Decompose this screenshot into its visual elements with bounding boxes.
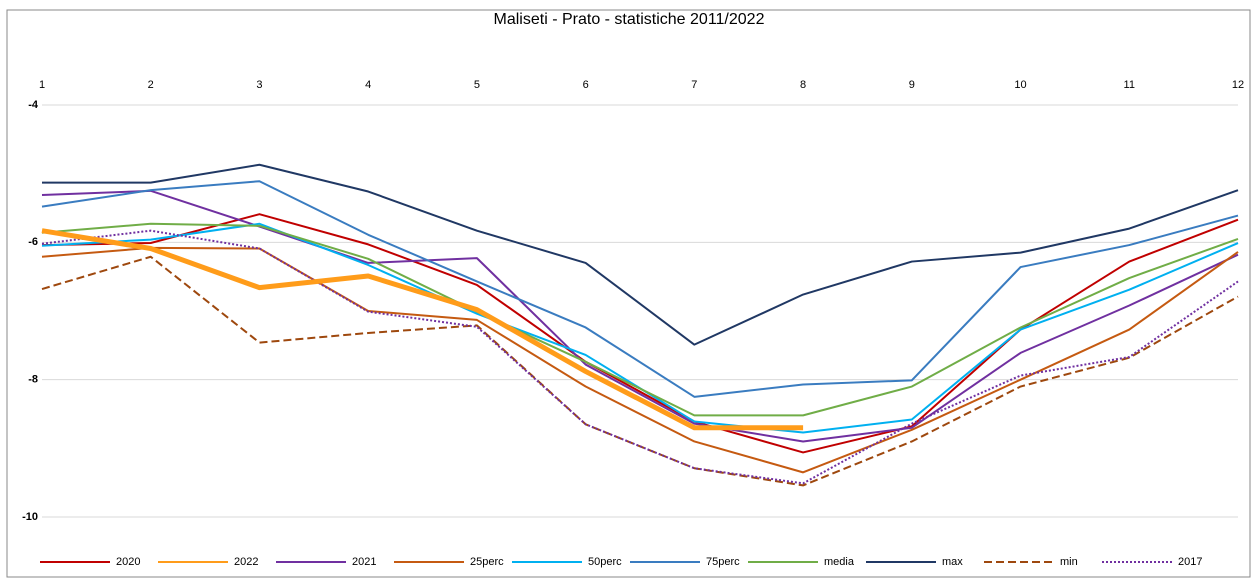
legend-label: 2017 xyxy=(1178,556,1202,568)
x-tick-label: 7 xyxy=(691,79,697,91)
legend-label: max xyxy=(942,556,963,568)
chart-title: Maliseti - Prato - statistiche 2011/2022 xyxy=(494,11,765,28)
legend-label: 75perc xyxy=(706,556,740,568)
series-line xyxy=(42,163,1239,346)
x-tick-label: 10 xyxy=(1014,79,1026,91)
series-line xyxy=(41,246,1239,474)
legend-label: 25perc xyxy=(470,556,504,568)
x-tick-label: 3 xyxy=(256,79,262,91)
y-tick-label: -8 xyxy=(28,374,38,386)
y-tick-label: -10 xyxy=(22,511,38,523)
y-tick-label: -6 xyxy=(28,236,38,248)
legend-label: 2021 xyxy=(352,556,376,568)
x-tick-label: 5 xyxy=(474,79,480,91)
x-tick-label: 2 xyxy=(148,79,154,91)
legend-label: media xyxy=(824,556,855,568)
series-line xyxy=(41,222,1239,417)
series-line xyxy=(41,229,1239,485)
chart-frame xyxy=(6,9,1251,578)
x-tick-label: 4 xyxy=(365,79,371,91)
series-line xyxy=(41,228,804,431)
x-tick-label: 9 xyxy=(909,79,915,91)
legend-label: 2020 xyxy=(116,556,140,568)
series-line xyxy=(41,180,1239,398)
x-tick-label: 12 xyxy=(1232,79,1244,91)
y-tick-label: -4 xyxy=(28,99,39,111)
legend-label: min xyxy=(1060,556,1078,568)
x-tick-label: 8 xyxy=(800,79,806,91)
series-line xyxy=(41,189,1239,443)
x-tick-label: 1 xyxy=(39,79,45,91)
legend-label: 50perc xyxy=(588,556,622,568)
x-tick-label: 11 xyxy=(1124,79,1135,91)
series-line xyxy=(41,255,1239,487)
x-tick-label: 6 xyxy=(583,79,589,91)
legend-label: 2022 xyxy=(234,556,258,568)
